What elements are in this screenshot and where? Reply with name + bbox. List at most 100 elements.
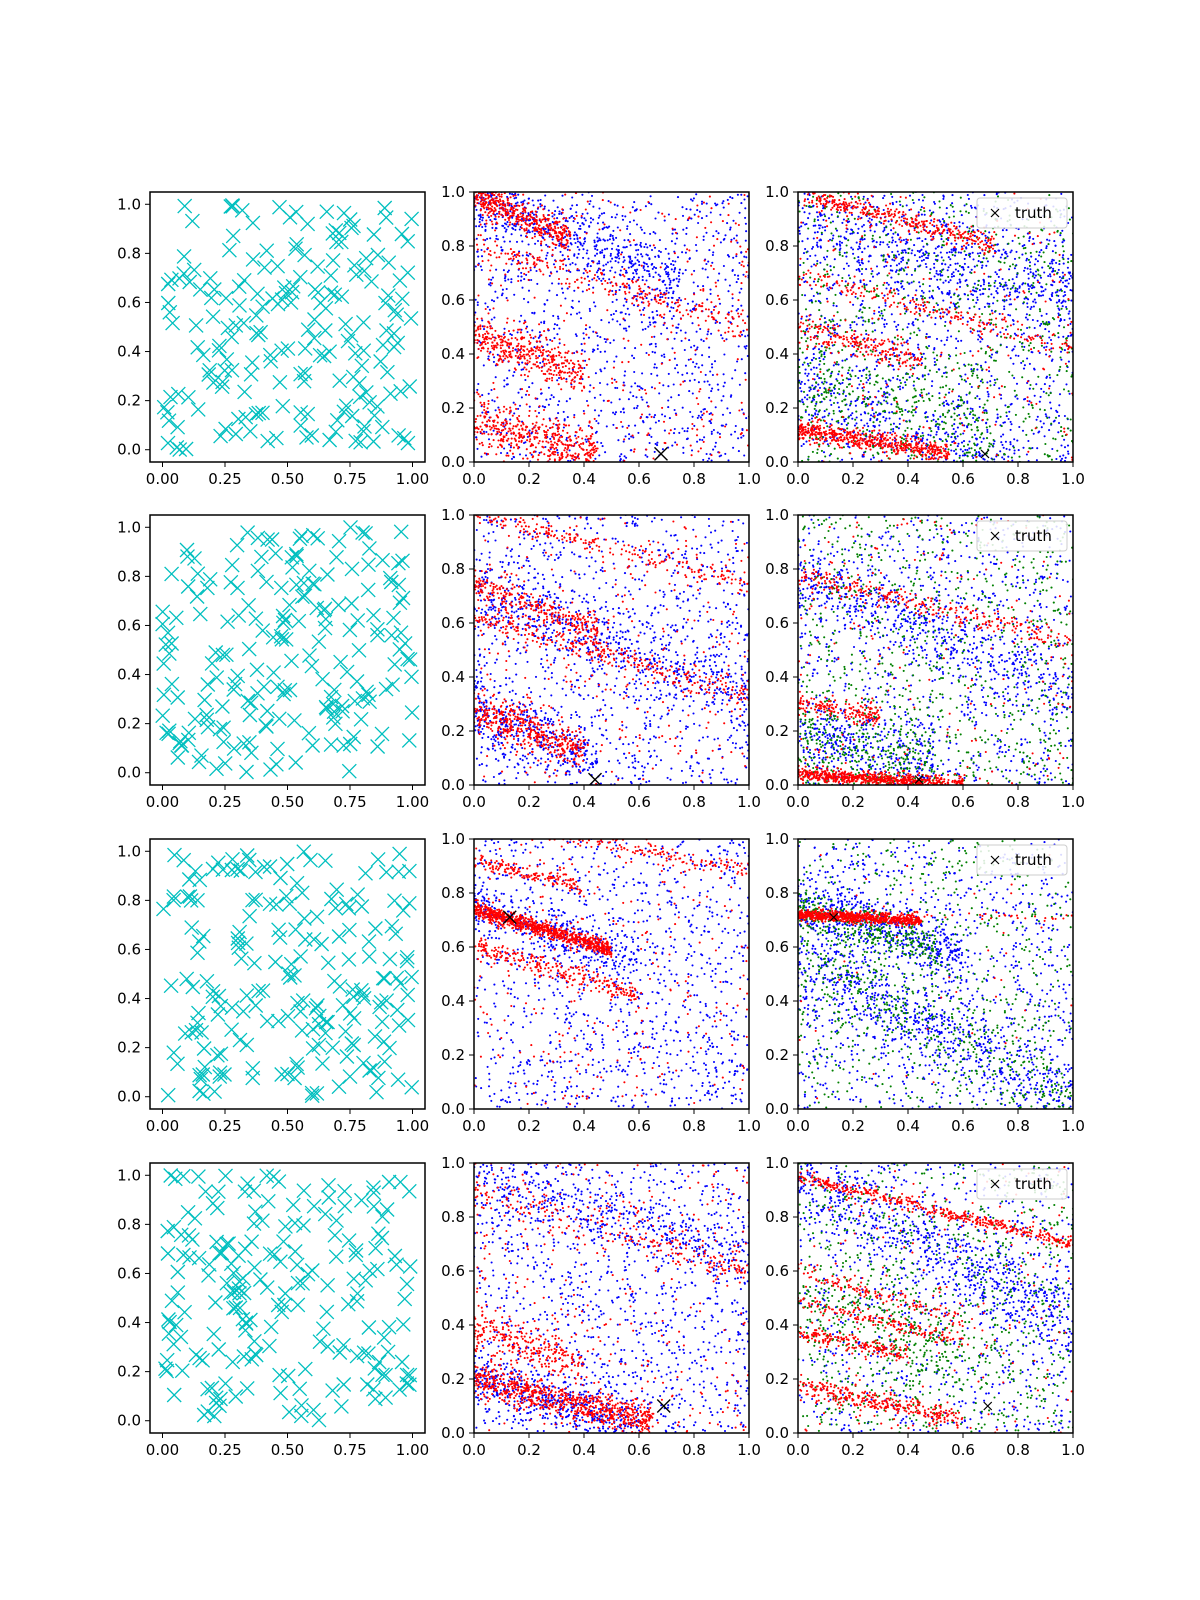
data-point bbox=[689, 198, 693, 201]
data-point bbox=[502, 269, 505, 272]
data-point bbox=[682, 228, 685, 231]
data-point bbox=[690, 310, 694, 313]
data-point bbox=[593, 241, 596, 244]
data-point bbox=[708, 396, 711, 399]
data-point bbox=[610, 266, 613, 269]
data-point bbox=[506, 199, 509, 202]
data-point bbox=[541, 405, 544, 408]
data-point bbox=[542, 446, 545, 449]
data-point bbox=[710, 363, 714, 366]
data-point bbox=[904, 381, 907, 384]
data-point bbox=[1064, 285, 1067, 288]
data-point bbox=[593, 239, 596, 242]
data-point bbox=[535, 421, 538, 424]
data-point bbox=[534, 424, 537, 427]
data-point bbox=[628, 313, 631, 316]
data-point bbox=[525, 217, 528, 220]
data-point bbox=[644, 327, 647, 330]
data-point bbox=[476, 427, 479, 430]
data-point bbox=[520, 215, 523, 218]
data-point bbox=[480, 455, 483, 458]
data-point bbox=[494, 329, 497, 332]
data-point bbox=[639, 290, 642, 293]
data-point bbox=[950, 436, 953, 439]
data-point bbox=[527, 270, 530, 273]
data-point bbox=[1058, 404, 1061, 407]
data-point bbox=[522, 193, 525, 196]
sample-point bbox=[242, 423, 258, 439]
data-point bbox=[900, 286, 903, 289]
data-point bbox=[621, 361, 624, 364]
data-point bbox=[665, 292, 668, 295]
x-tick-label: 0.25 bbox=[208, 470, 241, 488]
data-point bbox=[534, 264, 537, 267]
data-point bbox=[609, 233, 612, 236]
data-point bbox=[633, 370, 636, 374]
data-point bbox=[910, 281, 913, 284]
data-point bbox=[579, 377, 582, 380]
data-point bbox=[495, 268, 498, 271]
data-point bbox=[573, 365, 576, 368]
data-point bbox=[899, 203, 902, 206]
data-point bbox=[538, 451, 541, 454]
data-point bbox=[516, 331, 519, 334]
data-point bbox=[541, 236, 544, 239]
data-point bbox=[543, 238, 546, 241]
data-point bbox=[598, 228, 601, 231]
data-point bbox=[661, 406, 664, 409]
data-point bbox=[867, 390, 870, 394]
data-point bbox=[494, 197, 497, 200]
data-point bbox=[689, 444, 692, 447]
data-point bbox=[558, 242, 561, 245]
sample-point bbox=[170, 386, 186, 402]
data-point bbox=[648, 321, 651, 324]
data-point bbox=[694, 243, 698, 247]
data-point bbox=[691, 427, 694, 430]
data-point bbox=[745, 256, 748, 259]
data-point bbox=[722, 373, 725, 376]
data-point bbox=[676, 371, 680, 374]
data-point bbox=[722, 206, 725, 209]
data-point bbox=[641, 328, 644, 331]
data-point bbox=[744, 372, 747, 375]
data-point bbox=[545, 379, 548, 383]
data-point bbox=[582, 272, 585, 275]
data-point bbox=[614, 411, 618, 414]
data-point bbox=[640, 245, 643, 248]
data-point bbox=[580, 389, 584, 392]
sample-point bbox=[186, 262, 202, 278]
data-point bbox=[582, 223, 585, 226]
data-point bbox=[568, 375, 571, 378]
data-point bbox=[537, 426, 540, 429]
data-point bbox=[667, 291, 670, 294]
data-point bbox=[671, 347, 674, 350]
data-point bbox=[658, 279, 661, 282]
data-point bbox=[512, 214, 515, 217]
data-point bbox=[583, 342, 586, 345]
data-point bbox=[636, 292, 639, 295]
data-point bbox=[1031, 446, 1034, 450]
data-point bbox=[479, 265, 482, 268]
data-point bbox=[625, 298, 628, 301]
data-point bbox=[526, 330, 529, 334]
data-point bbox=[622, 206, 625, 209]
data-point bbox=[538, 346, 541, 349]
data-point bbox=[612, 238, 615, 241]
data-point bbox=[872, 340, 876, 344]
data-point bbox=[618, 455, 621, 458]
data-point bbox=[692, 197, 695, 200]
data-point bbox=[612, 423, 615, 426]
data-point bbox=[639, 417, 642, 420]
data-point bbox=[492, 425, 495, 428]
data-point bbox=[570, 385, 573, 388]
data-point bbox=[514, 434, 517, 437]
data-point bbox=[961, 222, 964, 225]
data-point bbox=[542, 358, 545, 362]
data-point bbox=[824, 229, 827, 232]
data-point bbox=[598, 214, 601, 217]
data-point bbox=[737, 437, 740, 440]
axes-frame bbox=[473, 191, 750, 463]
data-point bbox=[513, 212, 516, 215]
data-point bbox=[993, 249, 996, 252]
data-point bbox=[474, 265, 477, 268]
